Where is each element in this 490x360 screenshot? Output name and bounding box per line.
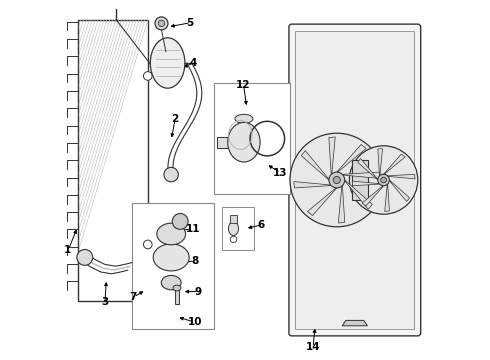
Polygon shape bbox=[378, 149, 383, 176]
Text: 7: 7 bbox=[130, 292, 137, 302]
Circle shape bbox=[381, 177, 387, 183]
Text: 14: 14 bbox=[305, 342, 320, 352]
Ellipse shape bbox=[157, 223, 186, 245]
Circle shape bbox=[290, 133, 384, 227]
Bar bbox=[77, 20, 148, 301]
Text: 3: 3 bbox=[101, 297, 108, 307]
Polygon shape bbox=[337, 144, 366, 172]
Bar bbox=[230, 215, 237, 223]
Polygon shape bbox=[342, 320, 368, 326]
Circle shape bbox=[172, 213, 188, 229]
Bar bbox=[295, 31, 414, 329]
Text: 8: 8 bbox=[191, 256, 198, 266]
Polygon shape bbox=[358, 158, 378, 180]
Ellipse shape bbox=[173, 285, 181, 291]
Circle shape bbox=[144, 240, 152, 249]
Text: 9: 9 bbox=[195, 287, 202, 297]
Text: 4: 4 bbox=[189, 58, 196, 68]
Polygon shape bbox=[385, 184, 390, 211]
Circle shape bbox=[333, 176, 341, 184]
Text: 12: 12 bbox=[236, 80, 250, 90]
Circle shape bbox=[164, 167, 178, 182]
Circle shape bbox=[329, 172, 345, 188]
Polygon shape bbox=[294, 181, 331, 188]
Polygon shape bbox=[352, 181, 380, 186]
Polygon shape bbox=[338, 186, 345, 223]
Polygon shape bbox=[301, 150, 329, 180]
Polygon shape bbox=[307, 188, 337, 216]
Bar bbox=[221, 207, 254, 250]
Ellipse shape bbox=[235, 114, 253, 123]
Circle shape bbox=[77, 249, 93, 265]
Circle shape bbox=[158, 20, 165, 27]
Ellipse shape bbox=[153, 244, 189, 271]
Polygon shape bbox=[390, 180, 410, 202]
Bar bbox=[215, 83, 290, 194]
Ellipse shape bbox=[161, 275, 181, 290]
Text: 1: 1 bbox=[64, 245, 72, 255]
Circle shape bbox=[378, 174, 390, 186]
Bar bbox=[352, 160, 368, 200]
Text: 11: 11 bbox=[186, 224, 200, 234]
Text: 5: 5 bbox=[187, 18, 194, 28]
Polygon shape bbox=[388, 174, 415, 179]
Polygon shape bbox=[329, 137, 335, 174]
Text: 10: 10 bbox=[187, 317, 202, 327]
Circle shape bbox=[155, 17, 168, 30]
Bar bbox=[217, 137, 229, 148]
FancyBboxPatch shape bbox=[289, 24, 421, 336]
Text: 6: 6 bbox=[258, 220, 265, 230]
Polygon shape bbox=[384, 154, 405, 174]
Circle shape bbox=[144, 72, 152, 80]
Ellipse shape bbox=[150, 38, 185, 88]
Bar bbox=[132, 203, 215, 329]
Ellipse shape bbox=[228, 222, 239, 235]
Polygon shape bbox=[344, 180, 372, 210]
Polygon shape bbox=[362, 186, 384, 206]
Text: 13: 13 bbox=[273, 168, 288, 178]
Polygon shape bbox=[343, 172, 380, 179]
Text: 2: 2 bbox=[171, 114, 178, 124]
Bar bbox=[175, 288, 179, 304]
Ellipse shape bbox=[228, 122, 260, 162]
Circle shape bbox=[349, 146, 418, 214]
